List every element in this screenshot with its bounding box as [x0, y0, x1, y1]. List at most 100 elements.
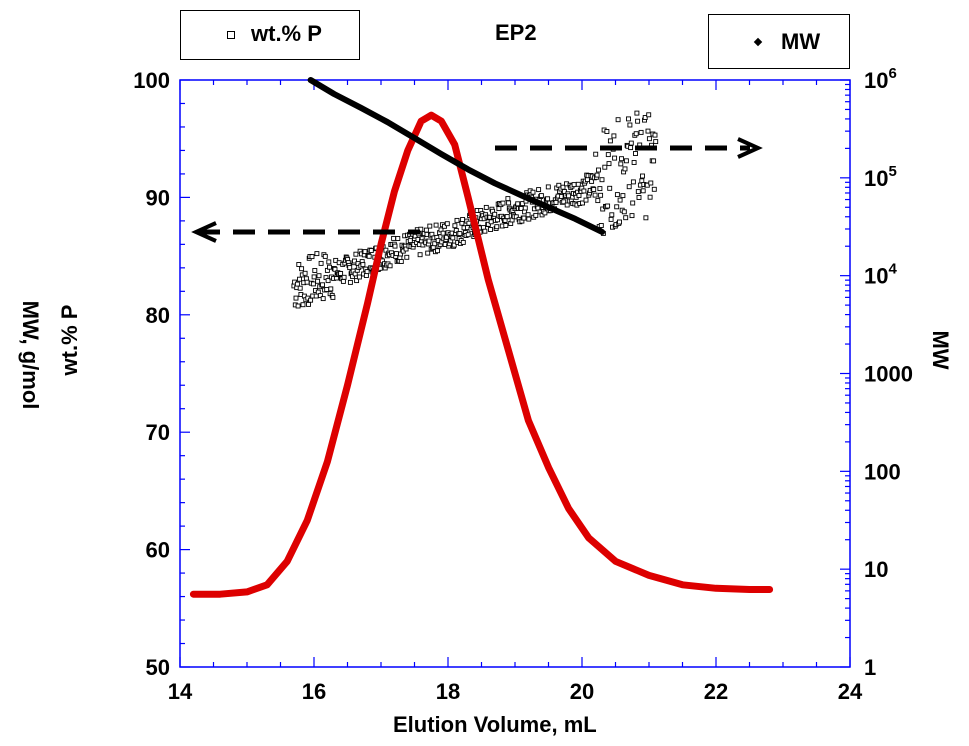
wtp-point [619, 156, 624, 162]
y-left-tick-label: 50 [146, 655, 170, 680]
wtp-point [628, 145, 634, 151]
legend-mw: MW [708, 14, 850, 69]
wtp-point [306, 301, 311, 307]
wtp-point [426, 238, 432, 244]
wtp-point [506, 200, 512, 206]
wtp-point [653, 139, 659, 145]
legend-mw-marker-icon [753, 37, 763, 47]
wtp-point [643, 215, 649, 221]
wtp-point [309, 254, 315, 260]
wtp-point [617, 197, 623, 203]
wtp-point [589, 178, 595, 184]
wtp-point [614, 192, 620, 198]
wtp-point [621, 209, 627, 215]
wtp-point [504, 214, 510, 220]
wtp-point [302, 270, 308, 276]
wtp-point [460, 217, 466, 222]
wtp-point [483, 204, 489, 210]
wtp-point [602, 164, 608, 170]
legend-wtp: wt.% P [180, 10, 360, 60]
wtp-point [580, 200, 585, 206]
chart-title: EP2 [495, 20, 537, 45]
wtp-point [525, 212, 531, 218]
wtp-point [581, 188, 587, 194]
wtp-point [607, 138, 613, 144]
rid-trace-line [189, 111, 774, 598]
ticks: 14 16 18 20 22 245060708090100110100100010410… [133, 65, 913, 704]
wtp-point [545, 196, 551, 202]
wtp-point [598, 192, 604, 198]
wtp-point [488, 219, 494, 225]
wtp-point [542, 210, 548, 216]
wtp-point [403, 246, 409, 252]
wtp-point [606, 161, 612, 167]
wtp-point [598, 223, 604, 228]
wtp-point [433, 222, 439, 228]
wtp-point [622, 166, 628, 172]
wtp-point [536, 187, 542, 193]
wtp-point [612, 155, 618, 161]
x-tick-label: 22 [704, 679, 728, 704]
axes-frame [179, 79, 851, 668]
wtp-point [404, 254, 410, 260]
legend-mw-label: MW [781, 29, 821, 54]
y-right-tick-label: 1000 [864, 362, 913, 387]
wtp-point [465, 232, 471, 238]
wtp-point [407, 238, 413, 244]
wtp-point [633, 151, 638, 156]
mw-series [307, 77, 606, 235]
wtp-point [444, 221, 450, 227]
wtp-point [564, 202, 570, 208]
wtp-point [450, 235, 456, 241]
wtp-point [630, 200, 636, 206]
wtp-point [427, 223, 433, 229]
wtp-point [425, 250, 431, 256]
wtp-point [636, 195, 642, 200]
wtp-point [330, 294, 336, 300]
wtp-point [485, 221, 491, 227]
x-tick-label: 14 [168, 679, 193, 704]
wtp-point [638, 129, 644, 135]
y-left-tick-label: 100 [133, 68, 170, 93]
wtp-point [522, 205, 528, 211]
wtp-point [513, 214, 519, 220]
y-right-tick-label: 104 [864, 261, 897, 289]
wtp-point [354, 278, 360, 284]
wtp-point [629, 213, 635, 219]
wtp-point [607, 185, 613, 191]
wtp-point [648, 180, 654, 186]
wtp-point [454, 217, 460, 223]
wtp-point [595, 198, 601, 204]
wtp-point [423, 227, 429, 233]
wtp-point [617, 219, 622, 225]
wtp-point [488, 227, 493, 232]
wtp-point [533, 212, 539, 218]
wtp-point [575, 181, 581, 187]
wtp-point [442, 223, 447, 229]
wtp-point [640, 188, 646, 194]
wtp-point [347, 279, 353, 285]
wtp-point [304, 279, 310, 285]
wtp-point [633, 131, 639, 137]
wtp-point [383, 247, 389, 253]
wtp-point [440, 230, 446, 236]
wtp-point [320, 282, 325, 288]
wtp-point [515, 201, 521, 207]
wtp-point [353, 251, 359, 257]
x-tick-label: 20 [570, 679, 594, 704]
wtp-point [626, 184, 632, 190]
wtp-point [530, 189, 536, 195]
wtp-point [593, 151, 599, 157]
legend-wtp-label: wt.% P [251, 21, 322, 46]
wtp-point [496, 206, 502, 212]
wtp-point [300, 302, 306, 308]
right-arrowhead [737, 137, 763, 159]
wtp-point [368, 248, 374, 253]
x-tick-label: 24 [838, 679, 863, 704]
wtp-point [500, 200, 506, 206]
x-tick-label: 16 [302, 679, 326, 704]
wtp-point [316, 273, 322, 279]
wtp-point [623, 215, 629, 221]
wtp-point [364, 269, 370, 275]
wtp-point [635, 118, 641, 124]
